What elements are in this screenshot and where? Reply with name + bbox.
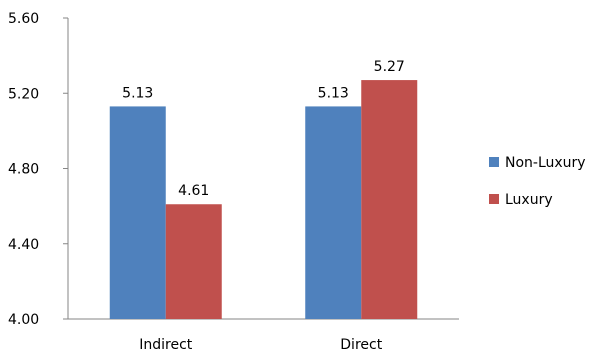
legend: Non-Luxury Luxury: [489, 155, 586, 208]
legend-label: Non-Luxury: [505, 155, 586, 171]
y-axis-ticks: 4.00 4.40 4.80 5.20 5.60: [8, 11, 68, 328]
bars: [109, 80, 418, 319]
x-category-label: Indirect: [139, 337, 193, 353]
data-labels: 5.13 4.61 5.13 5.27: [122, 59, 405, 199]
y-tick-label: 4.80: [8, 162, 39, 178]
y-tick-label: 5.20: [8, 86, 39, 102]
data-label: 5.13: [122, 85, 153, 101]
x-axis-categories: Indirect Direct: [139, 337, 382, 353]
x-category-label: Direct: [340, 337, 382, 353]
bar-direct-non-luxury: [305, 106, 362, 319]
y-tick-label: 4.40: [8, 237, 39, 253]
legend-swatch: [489, 194, 499, 204]
y-tick-label: 4.00: [8, 312, 39, 328]
legend-swatch: [489, 157, 499, 167]
data-label: 5.27: [374, 59, 405, 75]
data-label: 5.13: [318, 85, 349, 101]
legend-label: Luxury: [505, 192, 553, 208]
y-tick-label: 5.60: [8, 11, 39, 27]
data-label: 4.61: [178, 183, 209, 199]
bar-indirect-luxury: [165, 204, 222, 319]
bar-direct-luxury: [361, 80, 418, 319]
bar-indirect-non-luxury: [109, 106, 166, 319]
